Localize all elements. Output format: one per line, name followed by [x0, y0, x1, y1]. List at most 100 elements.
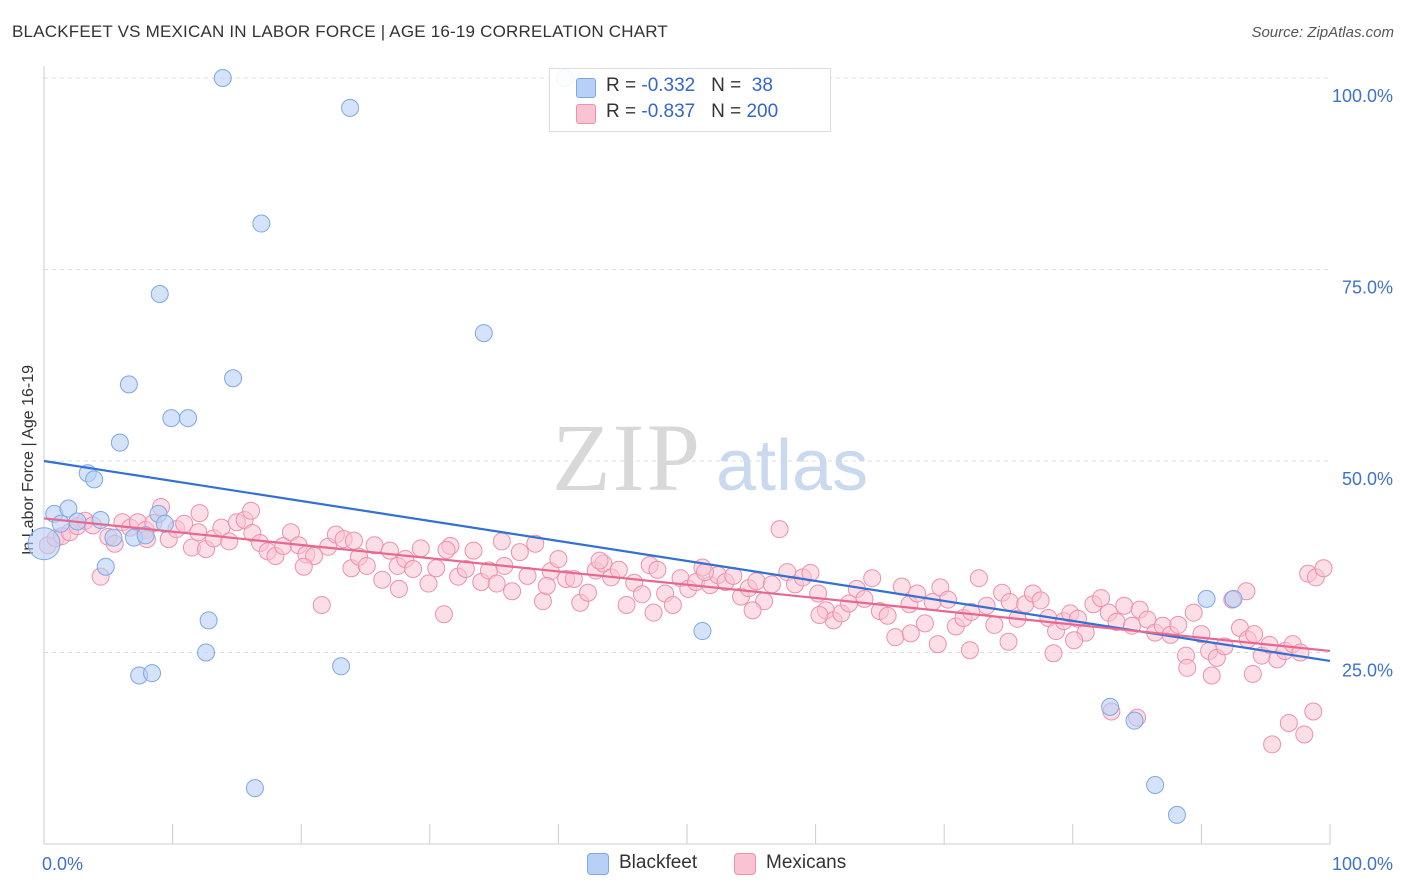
mexicans-point [609, 560, 628, 579]
mexicans-point [743, 601, 762, 620]
mexicans-point [242, 501, 261, 520]
correlation-legend: R = -0.332 N = 38 R = -0.837 N = 200 [549, 68, 831, 132]
mexicans-point [526, 534, 545, 553]
blackfeet-point [51, 514, 70, 533]
mexicans-point [220, 532, 239, 551]
mexicans-point [663, 596, 682, 615]
blackfeet-point [104, 528, 123, 547]
mexicans-point [380, 541, 399, 560]
blackfeet-point [693, 622, 712, 641]
blackfeet-point [143, 664, 162, 683]
mexicans-point [434, 605, 453, 624]
mexicans-point [357, 556, 376, 575]
mexicans-point [1263, 735, 1282, 754]
mexicans-point [617, 596, 636, 615]
n-label: N = [711, 101, 747, 122]
mexicans-point [915, 614, 934, 633]
mexicans-point [564, 569, 583, 588]
mexicans-point [1065, 631, 1084, 650]
mexicans-point [437, 540, 456, 559]
blackfeet-point [252, 214, 271, 233]
blackfeet-point [96, 557, 115, 576]
mexicans-point [985, 615, 1004, 634]
blackfeet-point [332, 657, 351, 676]
blackfeet-point [162, 409, 181, 428]
blackfeet-point [27, 527, 61, 561]
mexicans-point [901, 624, 920, 643]
mexicans-point [578, 583, 597, 602]
y-axis-label: In Labor Force | Age 16-19 [20, 365, 37, 555]
mexicans-point [537, 576, 556, 595]
mexicans-point [855, 589, 874, 608]
blackfeet-point [179, 409, 198, 428]
mexicans-point [533, 592, 552, 611]
mexicans-point [464, 541, 483, 560]
mexicans-point [1245, 625, 1264, 644]
y-tick-label: 100.0% [1332, 86, 1393, 106]
mexicans-point [1295, 725, 1314, 744]
mexicans-swatch [576, 104, 596, 124]
mexicans-point [503, 582, 522, 601]
mexicans-point [770, 520, 789, 539]
mexicans-point [1202, 666, 1221, 685]
blackfeet-point [1146, 776, 1165, 795]
blackfeet-legend-label: Blackfeet [619, 852, 698, 873]
x-tick-label: 100.0% [1332, 854, 1393, 874]
blackfeet-point [1167, 805, 1186, 824]
mexicans-point [999, 632, 1018, 651]
blackfeet-point [245, 779, 264, 798]
n-value: 200 [746, 101, 779, 122]
mexicans-point [487, 574, 506, 593]
mexicans-point [1243, 664, 1262, 683]
blackfeet-point [199, 611, 218, 630]
mexicans-point [373, 570, 392, 589]
mexicans-point [1178, 658, 1197, 677]
blackfeet-point [59, 499, 78, 518]
mexicans-point [644, 603, 663, 622]
blackfeet-point [1224, 589, 1243, 608]
mexicans-point [189, 523, 208, 542]
y-tick-label: 25.0% [1342, 661, 1393, 681]
mexicans-point [962, 602, 981, 621]
blackfeet-point [1125, 711, 1144, 730]
mexicans-point [427, 559, 446, 578]
chart-title: BLACKFEET VS MEXICAN IN LABOR FORCE | AG… [12, 22, 669, 41]
mexicans-point [1169, 615, 1188, 634]
blackfeet-swatch [576, 78, 596, 98]
mexicans-point [510, 543, 529, 562]
mexicans-point [1115, 596, 1134, 615]
mexicans-point [1044, 644, 1063, 663]
mexicans-point [1304, 702, 1323, 721]
mexicans-point [492, 532, 511, 551]
mexicans-point [419, 574, 438, 593]
blackfeet-point [197, 643, 216, 662]
blackfeet-point [213, 69, 232, 87]
blackfeet-point [341, 98, 360, 117]
legend-row-blackfeet: R = -0.332 N = 38 [606, 75, 773, 97]
x-tick-label: 0.0% [42, 854, 83, 874]
n-label: N = [711, 75, 747, 96]
blackfeet-trend-line [43, 459, 1331, 663]
tick-labels: 25.0% 50.0% 75.0% 100.0% 0.0% 100.0% [42, 86, 1393, 874]
trend-lines [43, 459, 1331, 663]
blackfeet-point [119, 375, 138, 394]
mexicans-point [549, 550, 568, 569]
blackfeet-point [150, 285, 169, 304]
mexicans-point [456, 560, 475, 579]
mexicans-point [590, 551, 609, 570]
mexicans-point [969, 569, 988, 588]
mexicans-point [878, 606, 897, 625]
mexicans-point [1092, 589, 1111, 608]
mexicans-point [344, 531, 363, 550]
mexicans-point [312, 596, 331, 615]
y-tick-label: 75.0% [1342, 278, 1393, 298]
blackfeet-point [136, 526, 155, 545]
mexicans-point [294, 557, 313, 576]
mexicans-point [1279, 713, 1298, 732]
mexicans-legend-label: Mexicans [766, 852, 847, 873]
mexicans-point [863, 569, 882, 588]
watermark-zip: ZIP [552, 404, 702, 511]
blackfeet-point [1197, 589, 1216, 608]
r-value: -0.837 [641, 101, 696, 122]
